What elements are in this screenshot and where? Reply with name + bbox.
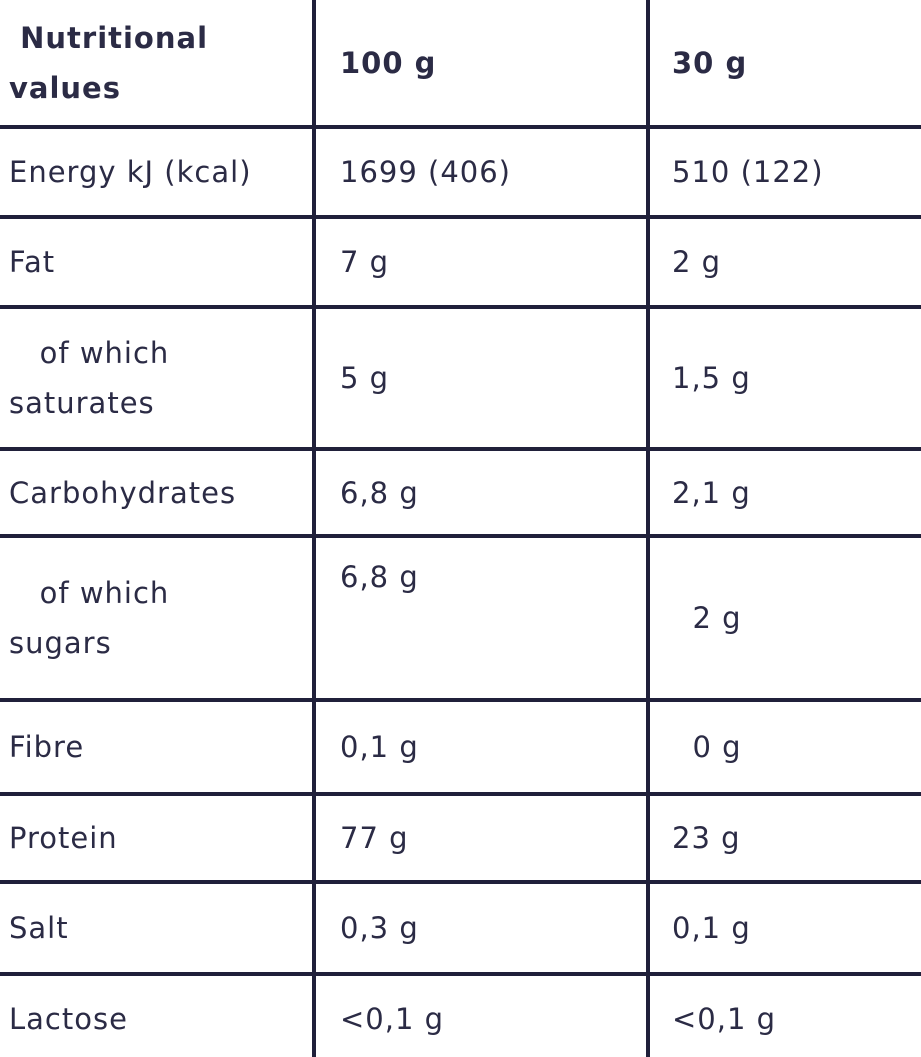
lactose-value-30g: <0,1 g: [650, 976, 921, 1057]
header-30g: 30 g: [650, 0, 921, 129]
row-carbohydrates: Carbohydrates 6,8 g 2,1 g: [0, 451, 921, 538]
sugars-value-100g: 6,8 g: [316, 538, 650, 702]
saturates-value-30g: 1,5 g: [650, 309, 921, 451]
row-energy: Energy kJ (kcal) 1699 (406) 510 (122): [0, 129, 921, 219]
carbohydrates-value-30g: 2,1 g: [650, 451, 921, 538]
header-nutritional-values: Nutritional values: [0, 0, 316, 129]
row-saturates: of which saturates 5 g 1,5 g: [0, 309, 921, 451]
protein-value-30g: 23 g: [650, 796, 921, 884]
energy-value-100g: 1699 (406): [316, 129, 650, 219]
saturates-value-100g: 5 g: [316, 309, 650, 451]
protein-label: Protein: [0, 796, 316, 884]
protein-value-100g: 77 g: [316, 796, 650, 884]
header-100g: 100 g: [316, 0, 650, 129]
row-lactose: Lactose <0,1 g <0,1 g: [0, 976, 921, 1057]
fibre-label: Fibre: [0, 702, 316, 796]
lactose-label: Lactose: [0, 976, 316, 1057]
row-protein: Protein 77 g 23 g: [0, 796, 921, 884]
row-salt: Salt 0,3 g 0,1 g: [0, 884, 921, 976]
saturates-label: of which saturates: [0, 309, 316, 451]
energy-label: Energy kJ (kcal): [0, 129, 316, 219]
lactose-value-100g: <0,1 g: [316, 976, 650, 1057]
salt-value-100g: 0,3 g: [316, 884, 650, 976]
sugars-value-30g: 2 g: [650, 538, 921, 702]
row-sugars: of which sugars 6,8 g 2 g: [0, 538, 921, 702]
fibre-value-100g: 0,1 g: [316, 702, 650, 796]
salt-value-30g: 0,1 g: [650, 884, 921, 976]
carbohydrates-label: Carbohydrates: [0, 451, 316, 538]
header-row: Nutritional values 100 g 30 g: [0, 0, 921, 129]
sugars-label: of which sugars: [0, 538, 316, 702]
fibre-value-30g: 0 g: [650, 702, 921, 796]
carbohydrates-value-100g: 6,8 g: [316, 451, 650, 538]
fat-value-30g: 2 g: [650, 219, 921, 309]
fat-label: Fat: [0, 219, 316, 309]
row-fat: Fat 7 g 2 g: [0, 219, 921, 309]
salt-label: Salt: [0, 884, 316, 976]
energy-value-30g: 510 (122): [650, 129, 921, 219]
fat-value-100g: 7 g: [316, 219, 650, 309]
row-fibre: Fibre 0,1 g 0 g: [0, 702, 921, 796]
